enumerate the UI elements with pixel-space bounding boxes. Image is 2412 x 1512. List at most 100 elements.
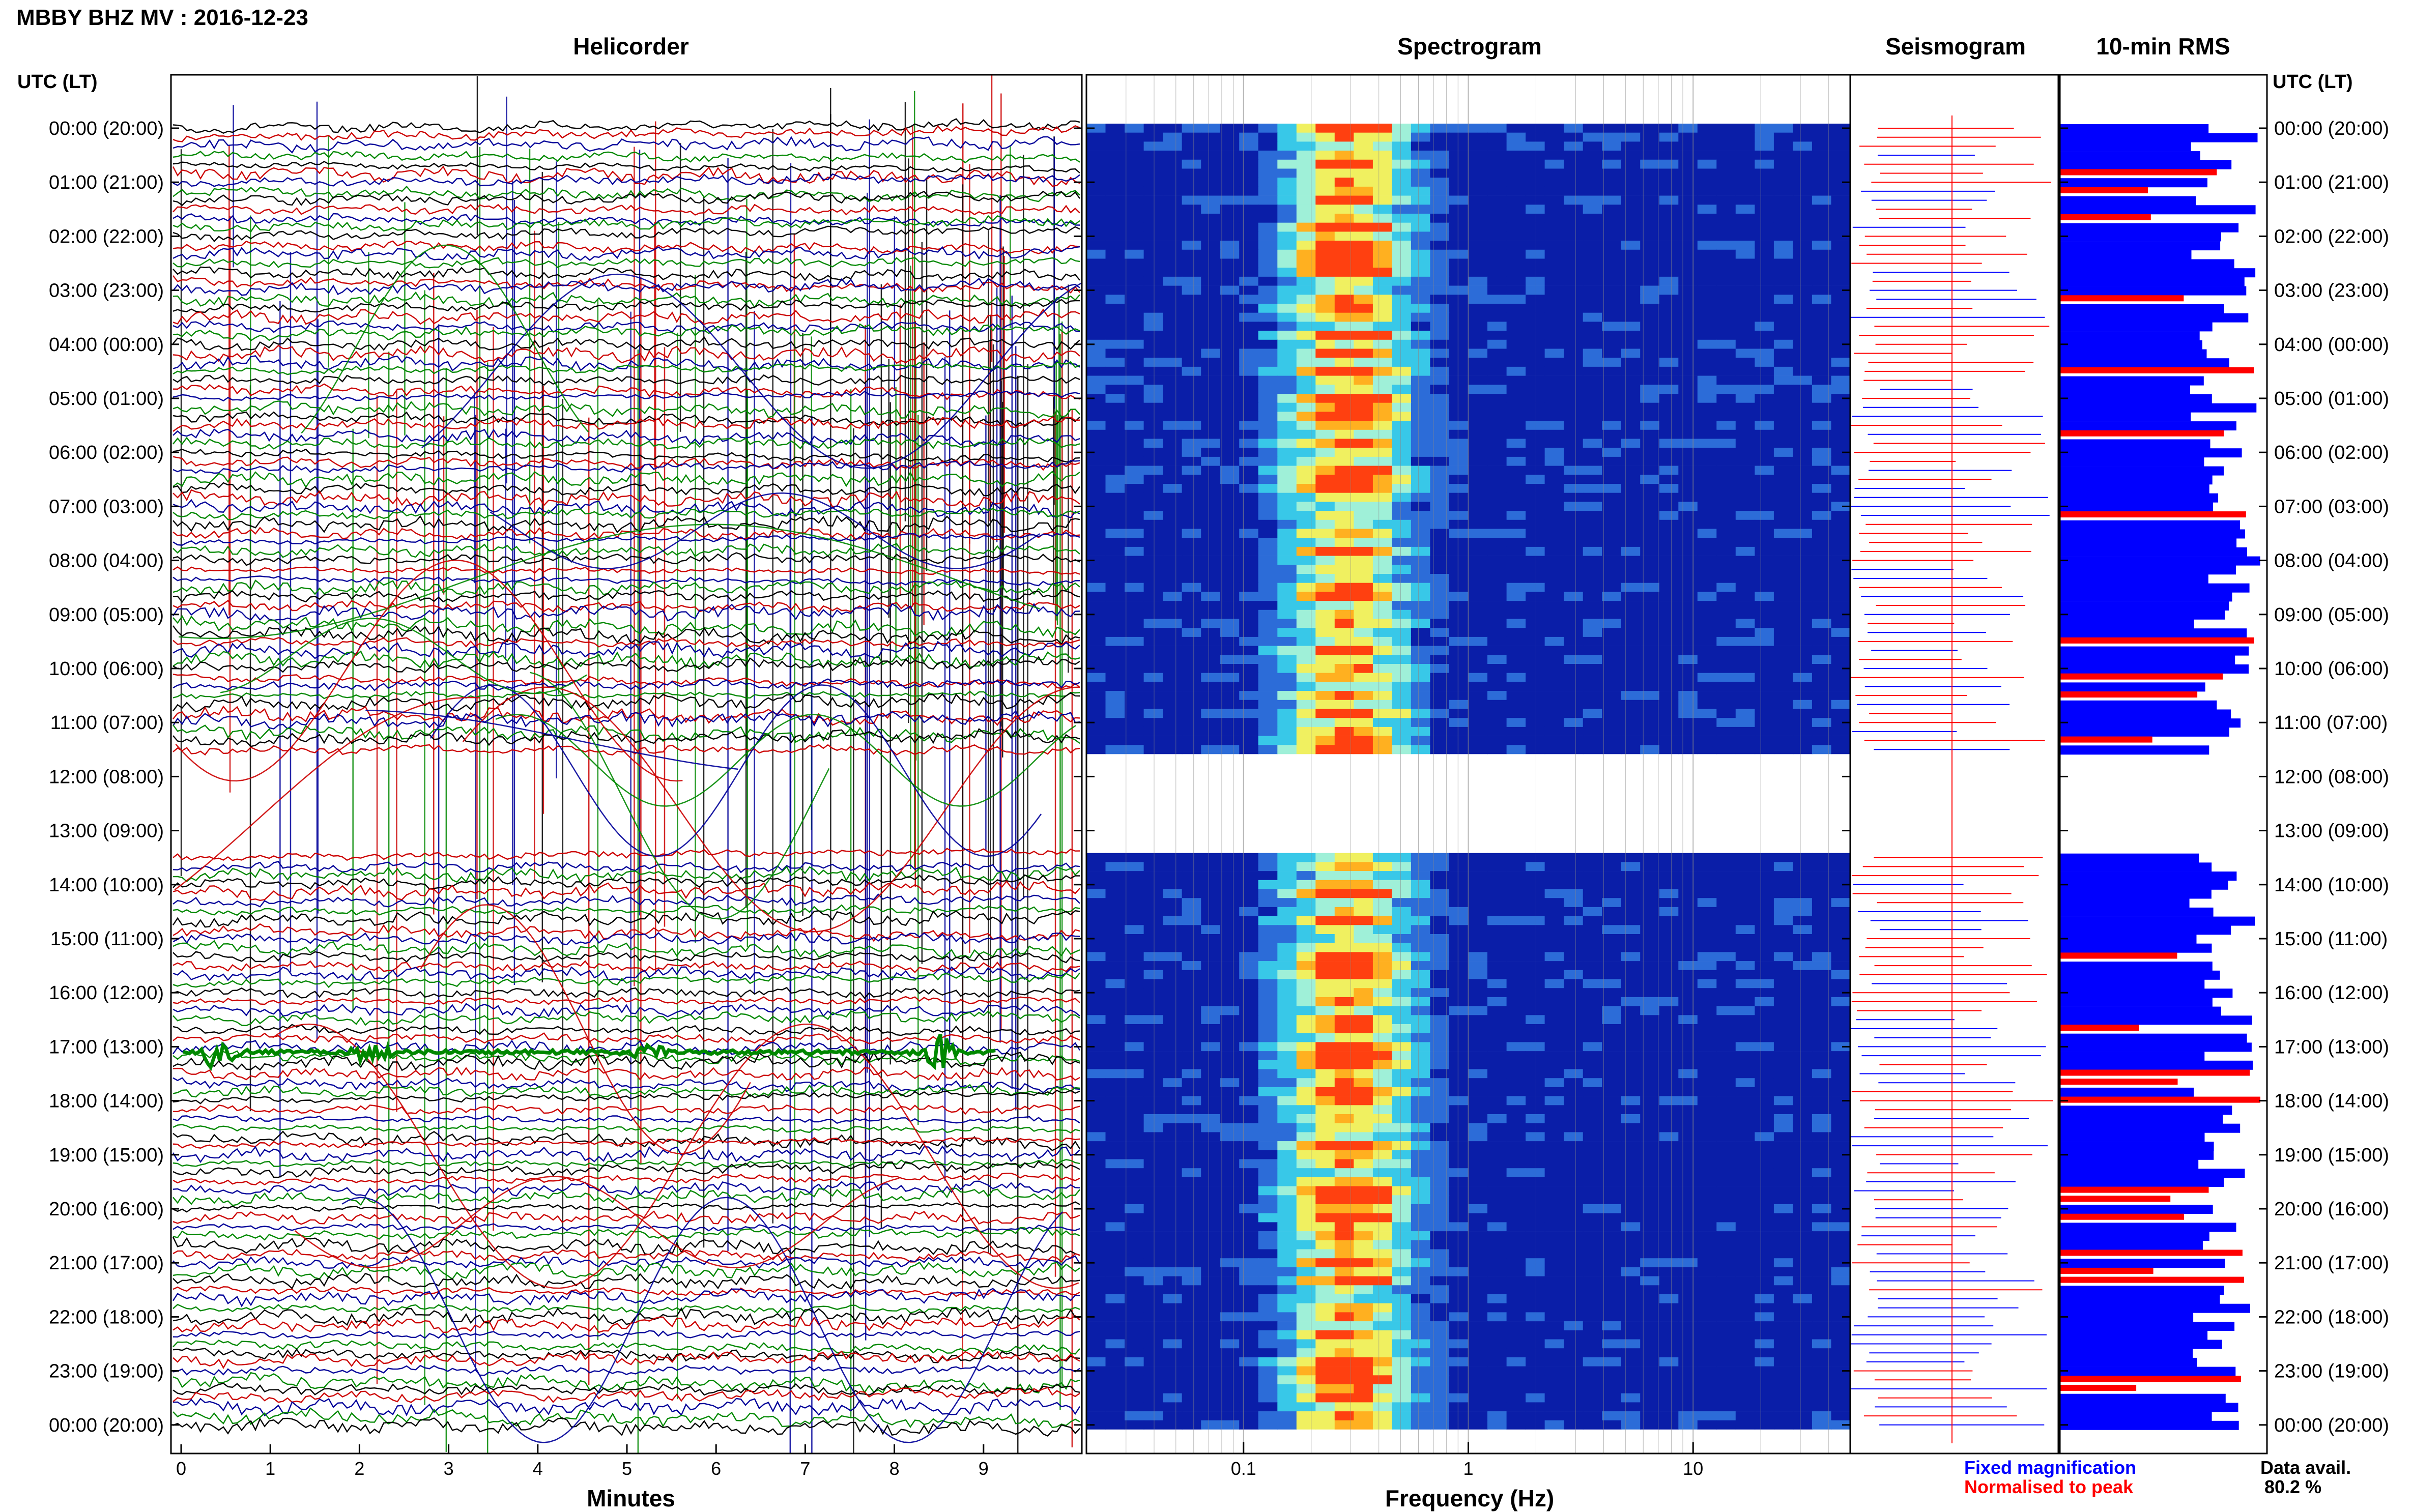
spectrogram-cell: [1793, 1267, 1813, 1276]
spectrogram-cell: [1564, 1150, 1584, 1159]
spectrogram-cell: [1831, 1240, 1851, 1249]
spectrogram-cell: [1182, 1231, 1202, 1240]
spectrogram-cell: [1831, 1024, 1851, 1033]
spectrogram-cell: [1163, 925, 1183, 934]
spectrogram-cell: [1469, 502, 1488, 511]
spectrogram-cell: [1258, 943, 1278, 952]
spectrogram-cell: [1602, 709, 1622, 718]
spectrogram-cell: [1487, 1150, 1507, 1159]
spectrogram-cell: [1621, 1015, 1641, 1024]
spectrogram-cell: [1297, 511, 1316, 520]
spectrogram-cell: [1621, 718, 1641, 727]
spectrogram-cell: [1716, 862, 1736, 871]
spectrogram-cell: [1106, 727, 1126, 736]
spectrogram-cell: [1736, 187, 1756, 196]
spectrogram-cell: [1125, 547, 1144, 556]
spectrogram-cell: [1716, 1069, 1736, 1079]
spectrogram-cell: [1182, 439, 1202, 448]
spectrogram-cell: [1373, 295, 1393, 304]
spectrogram-cell: [1335, 412, 1355, 421]
spectrogram-cell: [1335, 340, 1355, 349]
spectrogram-cell: [1392, 700, 1412, 709]
spectrogram-cell: [1526, 268, 1545, 277]
spectrogram-cell: [1564, 313, 1584, 322]
spectrogram-cell: [1258, 934, 1278, 943]
spectrogram-cell: [1258, 151, 1278, 160]
spectrogram-cell: [1297, 700, 1316, 709]
spectrogram-cell: [1678, 358, 1698, 367]
spectrogram-cell: [1545, 583, 1565, 592]
spectrogram-cell: [1239, 520, 1259, 529]
spectrogram-cell: [1526, 934, 1545, 943]
spectrogram-cell: [1774, 385, 1794, 394]
spectrogram-cell: [1086, 745, 1106, 754]
spectrogram-cell: [1698, 457, 1717, 466]
spectrogram-cell: [1258, 259, 1278, 268]
spectrogram-cell: [1335, 1276, 1355, 1286]
spectrogram-cell: [1277, 1141, 1297, 1150]
spectrogram-cell: [1392, 331, 1412, 340]
spectrogram-cell: [1335, 376, 1355, 385]
spectrogram-cell: [1793, 1051, 1813, 1060]
spectrogram-cell: [1487, 331, 1507, 340]
spectrogram-cell: [1507, 925, 1527, 934]
spectrogram-cell: [1469, 1267, 1488, 1276]
spectrogram-cell: [1220, 493, 1240, 502]
spectrogram-cell: [1144, 439, 1164, 448]
spectrogram-cell: [1125, 439, 1144, 448]
spectrogram-cell: [1678, 151, 1698, 160]
spectrogram-cell: [1755, 475, 1774, 484]
spectrogram-cell: [1125, 1123, 1144, 1132]
spectrogram-cell: [1487, 250, 1507, 259]
spectrogram-cell: [1698, 349, 1717, 358]
spectrogram-cell: [1373, 988, 1393, 997]
spectrogram-cell: [1716, 1177, 1736, 1186]
spectrogram-cell: [1144, 1258, 1164, 1267]
spectrogram-cell: [1583, 961, 1603, 970]
spectrogram-cell: [1106, 691, 1126, 700]
spectrogram-cell: [1086, 223, 1106, 232]
spectrogram-cell: [1086, 141, 1106, 151]
spectrogram-cell: [1526, 214, 1545, 223]
spectrogram-cell: [1277, 1060, 1297, 1069]
spectrogram-cell: [1354, 241, 1373, 250]
spectrogram-cell: [1449, 1249, 1469, 1259]
spectrogram-cell: [1411, 1258, 1431, 1267]
spectrogram-cell: [1621, 286, 1641, 295]
spectrogram-cell: [1449, 1078, 1469, 1087]
spectrogram-cell: [1315, 421, 1335, 430]
spectrogram-cell: [1698, 250, 1717, 259]
spectrogram-cell: [1335, 511, 1355, 520]
spectrogram-cell: [1106, 628, 1126, 637]
spectrogram-cell: [1545, 268, 1565, 277]
spectrogram-cell: [1297, 1132, 1316, 1141]
spectrogram-cell: [1163, 610, 1183, 619]
spectrogram-cell: [1239, 1177, 1259, 1186]
spectrogram-cell: [1583, 700, 1603, 709]
spectrogram-cell: [1182, 133, 1202, 142]
spectrogram-cell: [1258, 214, 1278, 223]
spectrogram-cell: [1258, 358, 1278, 367]
spectrogram-cell: [1144, 124, 1164, 133]
spectrogram-cell: [1526, 295, 1545, 304]
spectrogram-cell: [1239, 187, 1259, 196]
spectrogram-cell: [1678, 1240, 1698, 1249]
spectrogram-cell: [1774, 574, 1794, 583]
spectrogram-cell: [1125, 1159, 1144, 1169]
spectrogram-cell: [1449, 1033, 1469, 1042]
spectrogram-cell: [1106, 1267, 1126, 1276]
spectrogram-cell: [1469, 313, 1488, 322]
spectrogram-cell: [1774, 1258, 1794, 1267]
spectrogram-cell: [1086, 1276, 1106, 1286]
spectrogram-cell: [1564, 1240, 1584, 1249]
spectrogram-cell: [1354, 385, 1373, 394]
spectrogram-cell: [1392, 979, 1412, 988]
spectrogram-cell: [1755, 403, 1774, 412]
spectrogram-cell: [1239, 979, 1259, 988]
spectrogram-cell: [1736, 259, 1756, 268]
spectrogram-cell: [1793, 367, 1813, 376]
spectrogram-cell: [1144, 493, 1164, 502]
spectrogram-cell: [1354, 565, 1373, 574]
spectrogram-cell: [1297, 196, 1316, 205]
spectrogram-cell: [1526, 736, 1545, 745]
